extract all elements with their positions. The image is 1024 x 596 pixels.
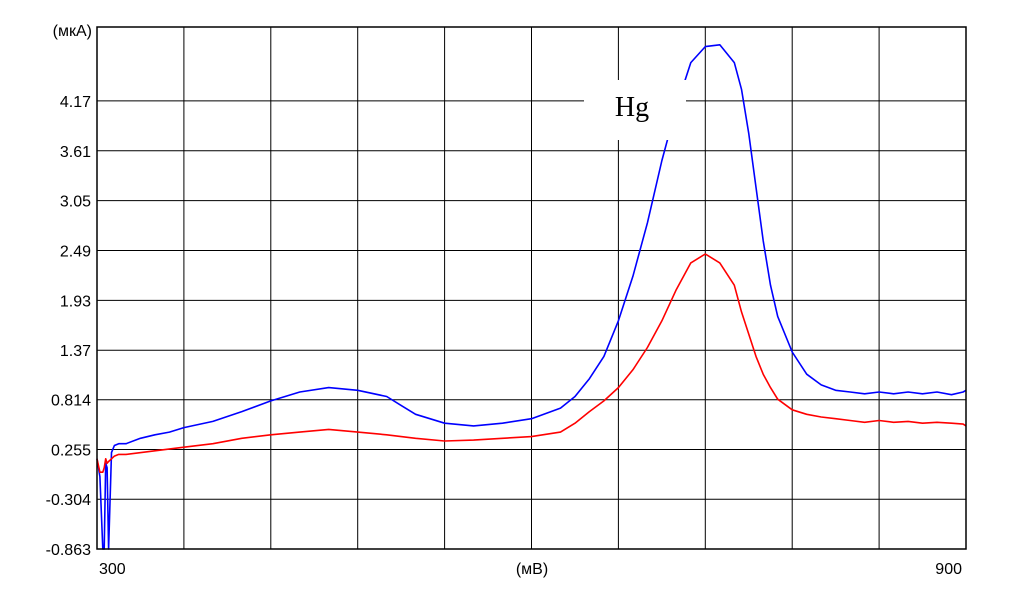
x-axis-unit: (мВ)	[516, 561, 548, 578]
plot-frame	[96, 26, 967, 550]
series-line-1	[96, 43, 967, 550]
x-tick-labels: 300 900	[99, 561, 962, 578]
y-tick-labels: 4.17 3.61 3.05 2.49 1.93 1.37 0.814 0.255 -0.304…	[46, 94, 91, 559]
y-tick-label: 0.255	[51, 442, 91, 459]
y-tick-label: 1.37	[60, 343, 91, 360]
annotation-label: Hg	[615, 92, 649, 123]
annotation-hg: Hg	[584, 80, 686, 140]
series-group	[96, 43, 967, 550]
x-tick-label: 900	[935, 561, 962, 578]
y-axis-unit: (мкА)	[53, 23, 92, 40]
y-tick-label: -0.304	[46, 492, 91, 509]
y-tick-label: 0.814	[51, 393, 91, 410]
grid-lines	[97, 27, 966, 550]
y-tick-label: 1.93	[60, 293, 91, 310]
y-tick-label: 3.05	[60, 194, 91, 211]
x-tick-label: 300	[99, 561, 126, 578]
series-line-2	[96, 253, 967, 474]
y-tick-label: -0.863	[46, 542, 91, 559]
y-tick-label: 3.61	[60, 144, 91, 161]
annotation-background	[584, 80, 686, 140]
y-tick-label: 2.49	[60, 243, 91, 260]
y-tick-label: 4.17	[60, 94, 91, 111]
